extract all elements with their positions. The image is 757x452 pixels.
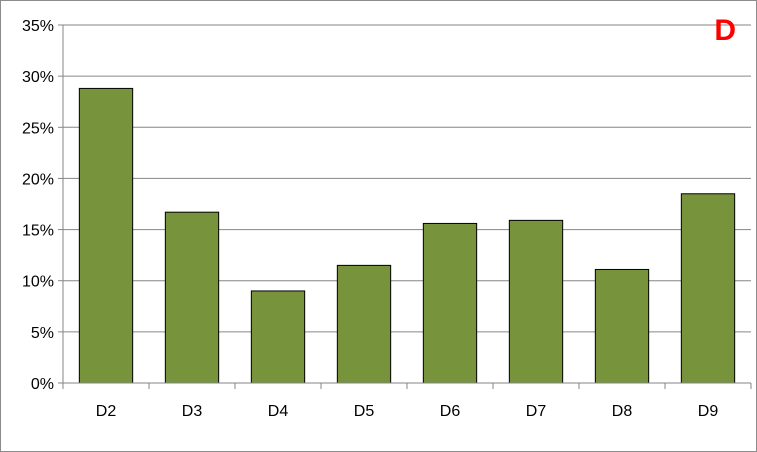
- bar-d6: [422, 222, 478, 384]
- bar-d2: [78, 87, 134, 384]
- x-tick-label: D5: [354, 403, 375, 420]
- bar-d3: [164, 211, 220, 384]
- y-tick-label: 20%: [22, 171, 54, 188]
- panel-letter: D: [714, 14, 736, 47]
- bars: [78, 87, 736, 384]
- y-tick-label: 15%: [22, 223, 54, 240]
- bar-d9: [680, 193, 736, 384]
- y-tick-label: 35%: [22, 18, 54, 35]
- x-tick-label: D9: [698, 403, 719, 420]
- x-tick-label: D3: [182, 403, 203, 420]
- axes: [58, 24, 752, 389]
- x-tick-label: D6: [440, 403, 461, 420]
- bar-d7: [508, 219, 564, 384]
- bar-d8: [594, 268, 650, 384]
- bar-d4: [250, 290, 306, 384]
- x-tick-label: D7: [526, 403, 547, 420]
- tick-labels: 0% 5% 10% 15% 20% 25% 30% 35% D2 D3 D4 D5 D6 D7 D8 D9: [22, 18, 718, 420]
- y-tick-label: 25%: [22, 120, 54, 137]
- bar-d5: [336, 264, 392, 384]
- y-tick-label: 5%: [31, 325, 54, 342]
- y-tick-label: 30%: [22, 69, 54, 86]
- y-tick-label: 10%: [22, 274, 54, 291]
- x-tick-label: D4: [268, 403, 289, 420]
- x-tick-label: D8: [612, 403, 633, 420]
- y-tick-label: 0%: [31, 376, 54, 393]
- x-tick-label: D2: [96, 403, 117, 420]
